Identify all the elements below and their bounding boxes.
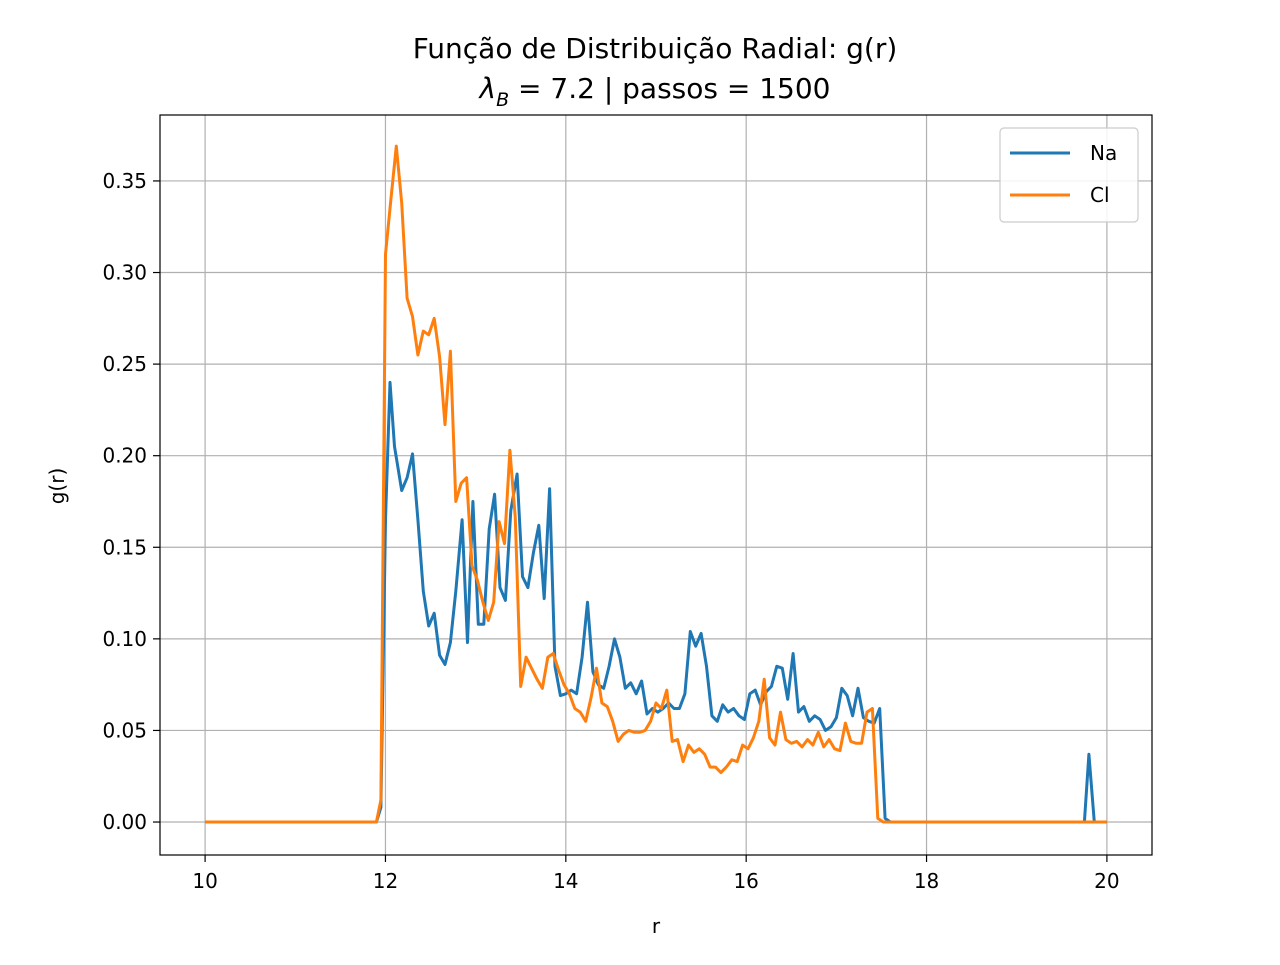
y-tick-label: 0.05 (102, 718, 147, 742)
subtitle-subscript: B (496, 89, 509, 111)
legend-box (999, 127, 1139, 223)
axes-frame (159, 114, 1153, 856)
series-lines (205, 144, 1107, 824)
grid-lines (160, 115, 1152, 855)
series-line-cl (205, 144, 1107, 824)
series-line-na (205, 380, 1107, 824)
x-axis-label: r (652, 914, 661, 938)
chart-subtitle: λB = 7.2 | passos = 1500 (478, 72, 831, 111)
y-tick-label: 0.20 (102, 444, 147, 468)
subtitle-rest: = 7.2 | passos = 1500 (509, 72, 830, 105)
x-tick-label: 10 (192, 869, 217, 893)
legend-label-na: Na (1090, 141, 1117, 165)
chart-title: Função de Distribuição Radial: g(r) (413, 32, 898, 65)
x-tick-label: 14 (553, 869, 578, 893)
y-tick-label: 0.35 (102, 169, 147, 193)
y-tick-label: 0.25 (102, 352, 147, 376)
x-tick-label: 16 (733, 869, 758, 893)
y-axis-label: g(r) (45, 468, 69, 505)
x-tick-label: 12 (373, 869, 398, 893)
legend-label-cl: Cl (1090, 183, 1110, 207)
axis-ticks: 10 12 14 16 18 20 0.00 0.05 0.10 0.15 0.20 0.25 0.30… (102, 169, 1119, 893)
x-tick-label: 18 (914, 869, 939, 893)
x-tick-label: 20 (1094, 869, 1119, 893)
subtitle-symbol: λ (478, 72, 497, 105)
legend: Na Cl (999, 127, 1139, 223)
y-tick-label: 0.15 (102, 535, 147, 559)
y-tick-label: 0.30 (102, 261, 147, 285)
y-tick-label: 0.00 (102, 810, 147, 834)
y-tick-label: 0.10 (102, 627, 147, 651)
